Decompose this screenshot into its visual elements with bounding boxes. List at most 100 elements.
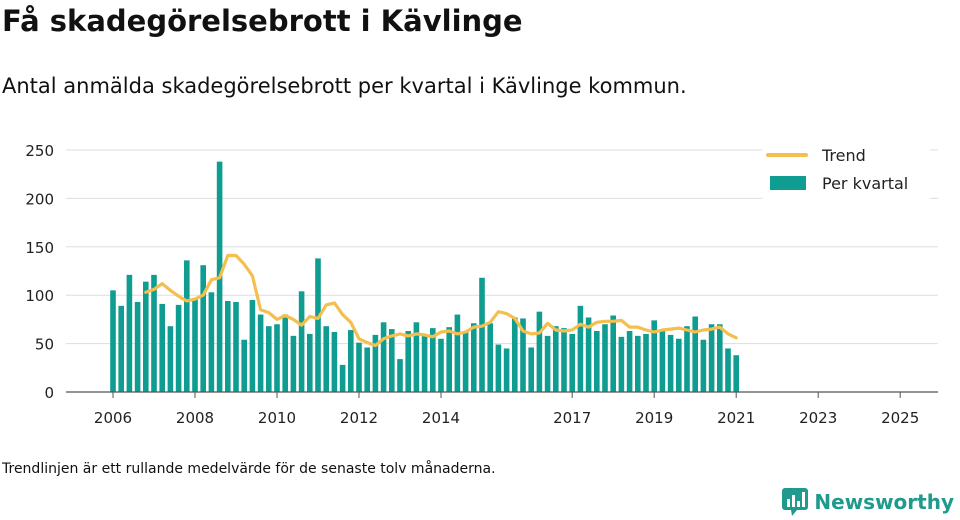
bar <box>717 324 723 392</box>
bar <box>421 335 428 392</box>
x-tick-label: 2012 <box>340 409 378 427</box>
bar <box>684 326 690 392</box>
bar <box>118 305 124 392</box>
chart-subtitle: Antal anmälda skadegörelsebrott per kvar… <box>2 74 687 98</box>
bar <box>553 326 559 392</box>
trend-line <box>144 253 738 348</box>
x-tick-label: 2021 <box>717 409 755 427</box>
bar <box>364 347 370 392</box>
legend-bar-label: Per kvartal <box>822 174 908 193</box>
bar <box>274 324 280 392</box>
bar <box>585 317 592 392</box>
x-tick-label: 2014 <box>422 409 460 427</box>
legend-box <box>762 142 930 200</box>
bar <box>134 301 141 392</box>
bar <box>594 331 600 392</box>
bar <box>618 336 625 392</box>
x-tick-label: 2019 <box>635 409 673 427</box>
bar <box>331 331 338 392</box>
bar <box>151 274 157 392</box>
bar <box>454 314 461 392</box>
bar <box>561 328 567 392</box>
bar <box>167 326 174 392</box>
bar <box>225 301 231 392</box>
bar <box>610 315 616 392</box>
bar <box>725 348 731 392</box>
bar <box>413 322 420 392</box>
newsworthy-chart-icon <box>782 488 809 516</box>
bar <box>700 339 707 392</box>
x-tick-label: 2025 <box>881 409 919 427</box>
bar <box>430 328 436 392</box>
bar <box>323 326 329 392</box>
bar <box>339 364 346 392</box>
y-tick-label: 150 <box>25 239 54 257</box>
bar <box>315 258 321 392</box>
bar <box>495 344 502 392</box>
x-tick-label: 2008 <box>176 409 214 427</box>
bar <box>503 348 510 392</box>
x-tick-label: 2006 <box>94 409 132 427</box>
bar <box>241 339 247 392</box>
y-tick-label: 0 <box>44 384 54 402</box>
bar <box>397 359 403 392</box>
bar <box>348 330 354 392</box>
y-tick-label: 100 <box>25 287 54 305</box>
legend-trend-label: Trend <box>821 146 866 165</box>
bar <box>290 335 297 392</box>
bar <box>602 324 608 392</box>
bar <box>257 314 264 392</box>
bar <box>635 335 641 392</box>
bar <box>544 335 551 392</box>
bar <box>643 333 649 392</box>
bar <box>479 277 485 392</box>
bar <box>307 333 313 392</box>
bar <box>380 322 387 392</box>
chart-title: Få skadegörelsebrott i Kävlinge <box>2 4 523 38</box>
quarterly-vandalism-chart: 0 50 100 150 200 250 2006 2008 2010 2012 2014 2017 2… <box>25 142 938 427</box>
bar <box>200 265 206 392</box>
legend-bar-swatch <box>770 176 806 190</box>
bar <box>266 326 272 392</box>
bar <box>356 342 362 392</box>
newsworthy-logo: Newsworthy <box>782 488 954 516</box>
bar <box>249 300 256 392</box>
bar <box>487 323 493 392</box>
bar <box>733 355 739 392</box>
x-tick-label: 2017 <box>553 409 591 427</box>
bar <box>192 298 198 392</box>
bar <box>659 329 666 392</box>
brand-name: Newsworthy <box>814 490 954 514</box>
x-tick-label: 2023 <box>799 409 837 427</box>
bar <box>708 324 715 392</box>
bar <box>520 318 526 392</box>
bar <box>536 311 543 392</box>
bar <box>389 329 395 392</box>
bar <box>471 323 477 392</box>
bar <box>208 292 215 392</box>
bar <box>110 290 116 392</box>
bar <box>298 291 305 392</box>
y-tick-label: 50 <box>35 336 54 354</box>
bar <box>446 327 452 392</box>
bar <box>159 303 165 392</box>
bar <box>126 274 133 392</box>
bar <box>626 331 633 392</box>
bar <box>282 314 288 392</box>
bar <box>405 331 411 392</box>
bar <box>175 304 182 392</box>
bar <box>143 281 149 392</box>
y-tick-label: 250 <box>25 142 54 160</box>
bar <box>667 334 674 392</box>
bar <box>676 338 682 392</box>
bar <box>233 301 239 392</box>
bar <box>651 320 657 392</box>
bar <box>577 305 584 392</box>
bar <box>438 338 444 392</box>
trend-footnote: Trendlinjen är ett rullande medelvärde f… <box>2 461 496 477</box>
y-tick-label: 200 <box>25 190 54 208</box>
bar <box>512 317 518 392</box>
bar <box>692 316 698 392</box>
bar <box>372 334 379 392</box>
bar <box>184 260 190 392</box>
